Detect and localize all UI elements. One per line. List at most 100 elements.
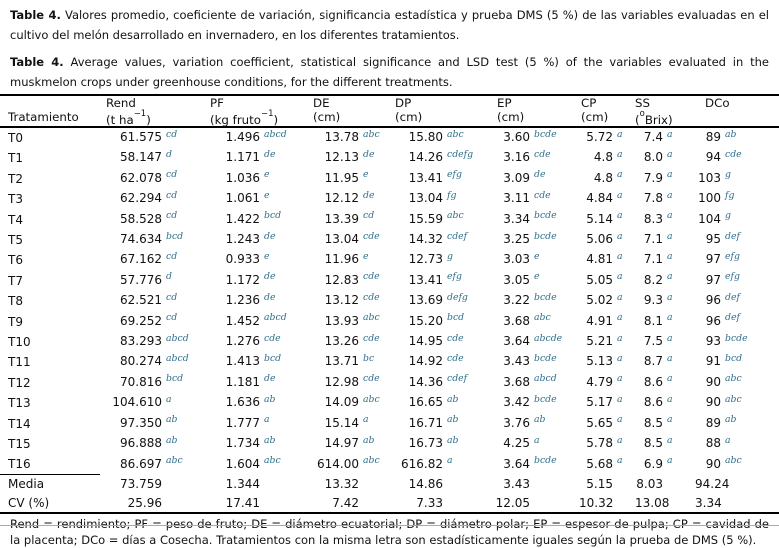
significance-letters: a <box>667 414 673 426</box>
cell-value: 25.96 <box>127 495 162 510</box>
cell-value: 11.96 <box>324 252 359 267</box>
cell-value: 3.43 <box>503 477 530 492</box>
significance-letters: a <box>617 271 623 283</box>
significance-letters: ab <box>447 434 459 446</box>
significance-letters: cd <box>166 189 178 201</box>
significance-letters: abc <box>363 455 380 466</box>
significance-letters: a <box>617 250 623 262</box>
cell-value: 8.1 <box>643 313 663 328</box>
significance-letters: cd <box>166 169 178 181</box>
cell-value: 1.236 <box>225 293 260 308</box>
significance-letters: a <box>667 312 673 324</box>
significance-letters: de <box>264 230 276 242</box>
row-label-t10: T10 <box>8 335 31 350</box>
cell-t12-rend: 70.816 bcd <box>100 373 210 393</box>
significance-letters: a <box>264 414 270 426</box>
significance-letters: bcd <box>264 352 282 364</box>
cell-value: 1.413 <box>225 354 260 369</box>
significance-letters: efg <box>725 250 740 262</box>
cell-value: 104.610 <box>112 395 162 410</box>
significance-letters: cde <box>534 148 551 160</box>
cell-t4-ss: 8.3 a <box>635 210 695 230</box>
cell-t1-cp: 4.8 a <box>579 148 635 168</box>
cell-t3-dp: 13.04 fg <box>395 189 492 209</box>
significance-letters: def <box>725 312 740 324</box>
cell-t1-rend: 58.147 d <box>100 148 210 168</box>
row-label-t12: T12 <box>8 375 31 390</box>
cell-value: 74.634 <box>120 232 162 247</box>
significance-letters: abc <box>725 455 742 466</box>
significance-letters: ab <box>264 434 276 446</box>
cell-t8-ss: 9.3 a <box>635 291 695 311</box>
significance-letters: bc <box>363 352 375 364</box>
significance-letters: a <box>617 455 623 466</box>
cell-t1-dp: 14.26 cdefg <box>395 148 492 168</box>
significance-letters: cde <box>534 189 551 201</box>
significance-letters: cd <box>166 250 178 262</box>
table-row-cv: CV (%) 25.96 17.41 7.42 7.33 12.05 10.32 13.08 3… <box>0 493 779 515</box>
cell-value: 4.91 <box>586 313 613 328</box>
significance-letters: defg <box>447 291 468 303</box>
table-row-t0: T0 61.575 cd 1.496 abcd 13.78 abc 15.80 abc 3.60 b… <box>0 127 779 148</box>
cell-value: 8.5 <box>643 415 663 430</box>
significance-letters: bcde <box>534 230 557 242</box>
cell-media-ep: 3.43 <box>492 475 579 494</box>
significance-letters: bcd <box>264 210 282 222</box>
cell-t14-dp: 16.71 ab <box>395 414 492 434</box>
cell-value: 4.81 <box>586 252 613 267</box>
cell-value: 95 <box>705 232 721 247</box>
cell-value: 4.25 <box>503 436 530 451</box>
cell-t15-ep: 4.25 a <box>492 434 579 454</box>
cell-value: 3.22 <box>503 293 530 308</box>
column-header-tratamiento: Tratamiento <box>0 94 100 128</box>
table-row-t4: T4 58.528 cd 1.422 bcd 13.39 cd 15.59 abc 3.34 bcd… <box>0 210 779 230</box>
significance-letters: a <box>725 434 731 446</box>
cell-t4-cp: 5.14 a <box>579 210 635 230</box>
table-row-t10: T10 83.293 abcd 1.276 cde 13.26 cde 14.95 cde 3.6… <box>0 332 779 352</box>
significance-letters: cde <box>363 291 380 303</box>
table-row-t14: T14 97.350 ab 1.777 a 15.14 a 16.71 ab 3.76 ab 5.65… <box>0 414 779 434</box>
table-row-t13: T13 104.610 a 1.636 ab 14.09 abc 16.65 ab 3.42 bcd… <box>0 393 779 413</box>
significance-letters: a <box>667 434 673 446</box>
cell-value: 13.69 <box>408 293 443 308</box>
cell-cv-ss: 13.08 <box>635 493 695 515</box>
significance-letters: a <box>617 352 623 364</box>
cell-t0-ep: 3.60 bcde <box>492 127 579 148</box>
cell-value: 58.147 <box>120 150 162 165</box>
cell-t12-ss: 8.6 a <box>635 373 695 393</box>
significance-letters: bcde <box>534 352 557 364</box>
column-header-dco: DCo <box>695 94 779 128</box>
cell-value: 57.776 <box>120 272 162 287</box>
significance-letters: cdef <box>447 373 468 385</box>
cell-t16-de: 614.00 abc <box>307 455 395 475</box>
cell-t0-de: 13.78 abc <box>307 127 395 148</box>
significance-letters: abc <box>363 128 380 140</box>
cell-t2-ep: 3.09 de <box>492 169 579 189</box>
cell-value: 5.15 <box>586 477 613 492</box>
cell-value: 14.32 <box>408 232 443 247</box>
cell-value: 3.34 <box>503 211 530 226</box>
significance-letters: abc <box>166 455 183 466</box>
cell-t5-ss: 7.1 a <box>635 230 695 250</box>
cell-value: 15.59 <box>408 211 443 226</box>
cell-value: 62.521 <box>120 293 162 308</box>
cell-value: 8.6 <box>643 374 663 389</box>
significance-letters: abc <box>725 373 742 385</box>
significance-letters: cdef <box>447 230 468 242</box>
significance-letters: a <box>617 128 623 140</box>
significance-letters: a <box>667 455 673 466</box>
cell-t1-pf: 1.171 de <box>210 148 307 168</box>
cell-t7-dco: 97 efg <box>695 271 779 291</box>
cell-t11-pf: 1.413 bcd <box>210 352 307 372</box>
cell-t10-rend: 83.293 abcd <box>100 332 210 352</box>
cell-t4-rend: 58.528 cd <box>100 210 210 230</box>
cell-value: 13.26 <box>324 334 359 349</box>
cell-value: 86.697 <box>120 456 162 471</box>
significance-letters: abcd <box>166 352 189 364</box>
row-label-t16: T16 <box>8 457 31 472</box>
cell-value: 14.09 <box>324 395 359 410</box>
cell-cv-dco: 3.34 <box>695 493 779 515</box>
row-label-t14: T14 <box>8 416 31 431</box>
cell-t2-dp: 13.41 efg <box>395 169 492 189</box>
significance-letters: abcd <box>534 373 557 385</box>
